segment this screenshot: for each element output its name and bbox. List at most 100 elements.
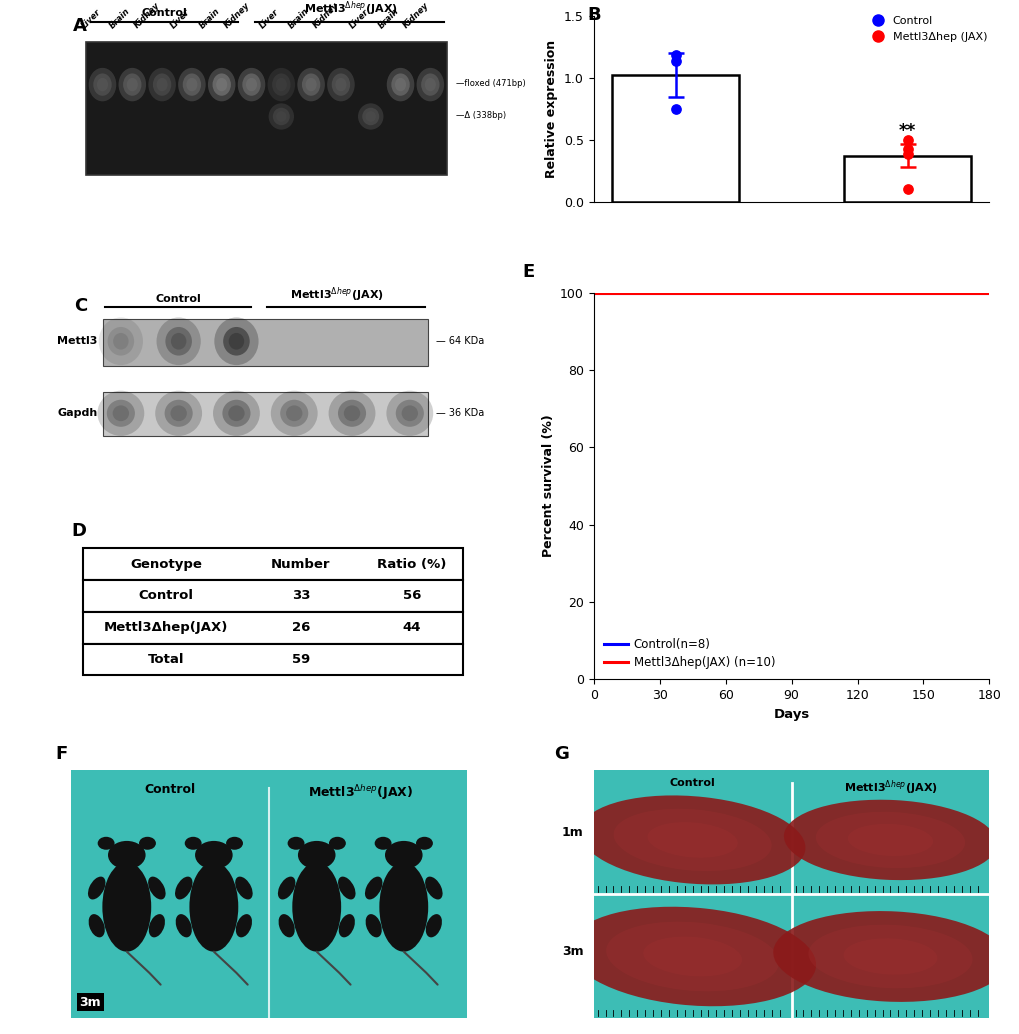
Text: Brain: Brain — [376, 6, 400, 30]
Text: 3m: 3m — [79, 996, 101, 1008]
Text: Kidney: Kidney — [400, 1, 430, 30]
Ellipse shape — [643, 937, 741, 976]
Ellipse shape — [379, 862, 428, 951]
Text: Mettl3$^{\Delta hep}$(JAX): Mettl3$^{\Delta hep}$(JAX) — [289, 285, 383, 304]
Legend: Control, Mettl3Δhep (JAX): Control, Mettl3Δhep (JAX) — [862, 11, 990, 47]
Ellipse shape — [391, 73, 410, 96]
Text: **: ** — [898, 122, 915, 140]
Ellipse shape — [386, 68, 414, 101]
Ellipse shape — [647, 822, 737, 858]
Bar — [843, 156, 970, 202]
Ellipse shape — [235, 877, 253, 900]
Ellipse shape — [358, 103, 383, 129]
Point — [899, 181, 915, 197]
Y-axis label: Percent survival (%): Percent survival (%) — [541, 415, 554, 557]
Ellipse shape — [384, 841, 422, 870]
Ellipse shape — [148, 877, 165, 900]
Ellipse shape — [365, 877, 382, 900]
Ellipse shape — [165, 327, 192, 356]
Ellipse shape — [89, 68, 116, 101]
Text: Mettl3$^{\Delta hep}$(JAX): Mettl3$^{\Delta hep}$(JAX) — [304, 0, 397, 19]
Ellipse shape — [186, 78, 198, 91]
Ellipse shape — [102, 862, 151, 951]
Legend: Control(n=8), Mettl3Δhep(JAX) (n=10): Control(n=8), Mettl3Δhep(JAX) (n=10) — [599, 633, 780, 673]
Ellipse shape — [425, 877, 442, 900]
Ellipse shape — [808, 924, 971, 989]
Text: — 36 KDa: — 36 KDa — [435, 408, 484, 419]
Ellipse shape — [338, 914, 355, 938]
Ellipse shape — [298, 68, 325, 101]
Ellipse shape — [237, 68, 265, 101]
Text: C: C — [74, 297, 88, 315]
Text: Number: Number — [271, 557, 330, 571]
Ellipse shape — [416, 68, 443, 101]
Text: —Δ (338bp): —Δ (338bp) — [455, 111, 505, 120]
Text: Liver: Liver — [79, 7, 102, 30]
Text: Kidney: Kidney — [132, 1, 162, 30]
Text: Brain: Brain — [286, 6, 311, 30]
Ellipse shape — [394, 78, 406, 91]
Bar — [103, 393, 428, 435]
Text: D: D — [71, 522, 87, 541]
Ellipse shape — [268, 103, 293, 129]
Ellipse shape — [89, 914, 105, 938]
Text: F: F — [55, 746, 67, 763]
Text: Mettl3$^{\Delta hep}$(JAX): Mettl3$^{\Delta hep}$(JAX) — [843, 778, 936, 796]
Point — [899, 142, 915, 158]
Bar — [86, 42, 447, 175]
Ellipse shape — [847, 824, 932, 856]
Ellipse shape — [93, 73, 111, 96]
Text: B: B — [587, 5, 600, 24]
Ellipse shape — [784, 799, 997, 880]
Ellipse shape — [123, 73, 142, 96]
Ellipse shape — [416, 837, 432, 850]
Ellipse shape — [243, 73, 261, 96]
Bar — [611, 75, 739, 202]
Text: Gapdh: Gapdh — [57, 408, 98, 419]
Ellipse shape — [212, 73, 230, 96]
Ellipse shape — [278, 914, 294, 938]
Text: 44: 44 — [403, 621, 421, 634]
Ellipse shape — [213, 391, 260, 435]
Ellipse shape — [155, 391, 202, 435]
Text: Genotype: Genotype — [130, 557, 202, 571]
Text: Mettl3Δhep(JAX): Mettl3Δhep(JAX) — [104, 621, 228, 634]
Ellipse shape — [276, 112, 286, 122]
Text: Brain: Brain — [108, 6, 132, 30]
X-axis label: Days: Days — [772, 707, 809, 721]
Ellipse shape — [178, 68, 206, 101]
Text: Control: Control — [145, 783, 196, 796]
Text: 3m: 3m — [561, 945, 583, 959]
Ellipse shape — [298, 841, 335, 870]
Ellipse shape — [156, 317, 201, 365]
Ellipse shape — [208, 68, 235, 101]
Ellipse shape — [126, 78, 138, 91]
Ellipse shape — [395, 400, 424, 427]
Point — [666, 53, 683, 69]
Text: A: A — [72, 17, 87, 34]
Ellipse shape — [228, 333, 244, 349]
Text: 56: 56 — [403, 589, 421, 603]
Text: Control: Control — [155, 294, 201, 304]
Text: 26: 26 — [291, 621, 310, 634]
Text: 59: 59 — [291, 652, 310, 666]
Ellipse shape — [605, 921, 779, 992]
Ellipse shape — [287, 837, 305, 850]
Bar — [103, 318, 428, 366]
Ellipse shape — [226, 837, 243, 850]
Ellipse shape — [223, 327, 250, 356]
Ellipse shape — [99, 317, 143, 365]
Ellipse shape — [275, 78, 286, 91]
Ellipse shape — [113, 333, 128, 349]
Ellipse shape — [772, 911, 1007, 1002]
Ellipse shape — [425, 78, 435, 91]
Point — [899, 146, 915, 162]
Ellipse shape — [335, 78, 346, 91]
Ellipse shape — [149, 914, 165, 938]
Ellipse shape — [182, 73, 201, 96]
Ellipse shape — [327, 68, 355, 101]
Ellipse shape — [148, 68, 175, 101]
Ellipse shape — [235, 914, 252, 938]
Ellipse shape — [280, 400, 308, 427]
Bar — [84, 612, 463, 643]
